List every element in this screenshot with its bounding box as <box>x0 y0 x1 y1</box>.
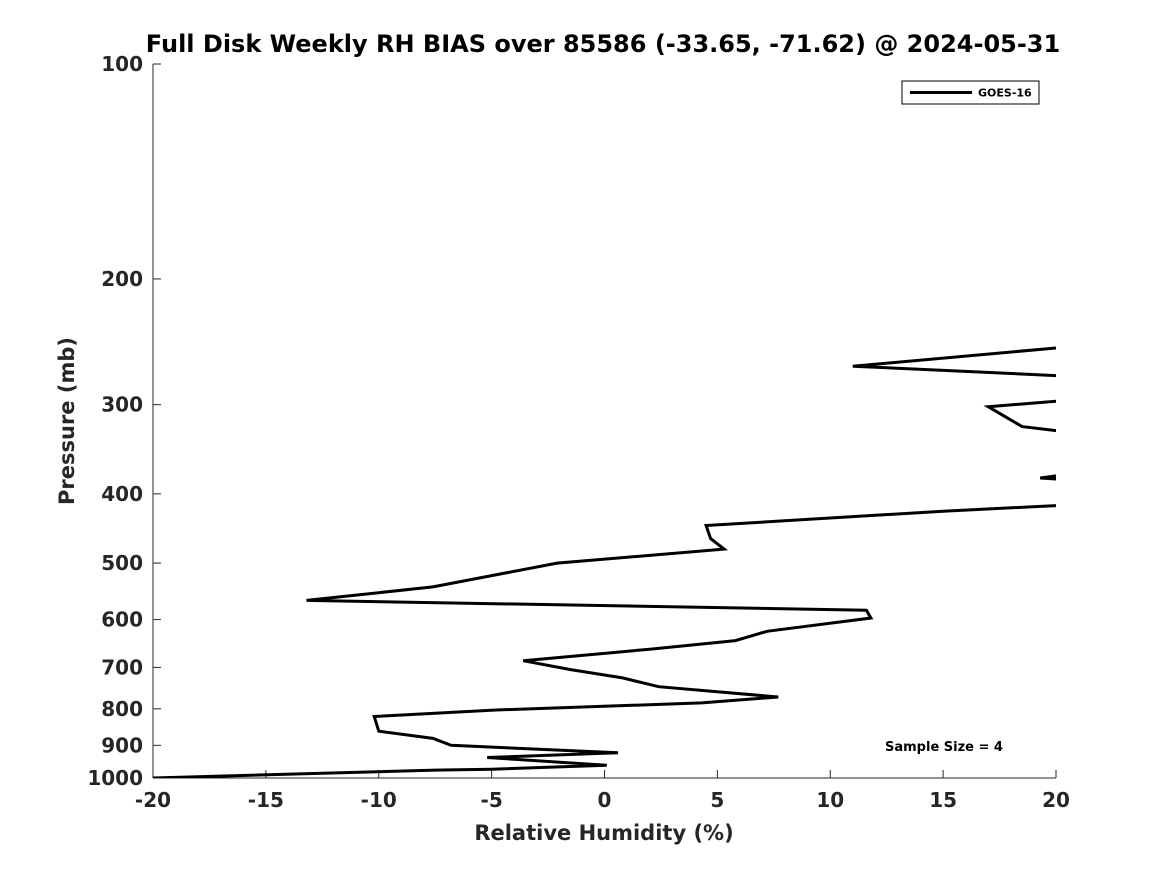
y-tick-label: 1000 <box>87 766 143 790</box>
sample-size-annotation: Sample Size = 4 <box>885 740 1003 755</box>
y-axis-ticks: 100 200 300 400 500 600 700 800 900 1000 <box>87 52 161 790</box>
plot-area: -20 -15 -10 -5 0 5 10 15 20 100 200 300 400 500 600 70… <box>87 52 1070 812</box>
x-tick-label: 0 <box>598 788 612 812</box>
x-tick-label: 5 <box>710 788 724 812</box>
chart-title: Full Disk Weekly RH BIAS over 85586 (-33… <box>146 30 1060 58</box>
y-tick-label: 400 <box>101 482 143 506</box>
x-tick-label: -5 <box>481 788 503 812</box>
x-tick-label: 10 <box>816 788 844 812</box>
legend-label-goes-16: GOES-16 <box>978 87 1032 100</box>
y-tick-label: 300 <box>101 393 143 417</box>
x-tick-label: 20 <box>1042 788 1070 812</box>
x-tick-label: 15 <box>929 788 957 812</box>
x-tick-label: -10 <box>361 788 397 812</box>
y-tick-label: 200 <box>101 267 143 291</box>
series-line-goes-16 <box>153 346 1056 778</box>
y-tick-label: 100 <box>101 52 143 76</box>
y-tick-label: 700 <box>101 655 143 679</box>
legend: GOES-16 <box>901 80 1040 105</box>
x-tick-label: -15 <box>248 788 284 812</box>
y-tick-label: 600 <box>101 608 143 632</box>
x-tick-label: -20 <box>135 788 171 812</box>
series-clip <box>153 346 1056 778</box>
x-axis-ticks: -20 -15 -10 -5 0 5 10 15 20 <box>135 770 1070 812</box>
x-axis-label: Relative Humidity (%) <box>474 821 733 845</box>
y-axis-label: Pressure (mb) <box>55 337 79 505</box>
y-tick-label: 500 <box>101 551 143 575</box>
y-tick-label: 800 <box>101 697 143 721</box>
y-tick-label: 900 <box>101 733 143 757</box>
